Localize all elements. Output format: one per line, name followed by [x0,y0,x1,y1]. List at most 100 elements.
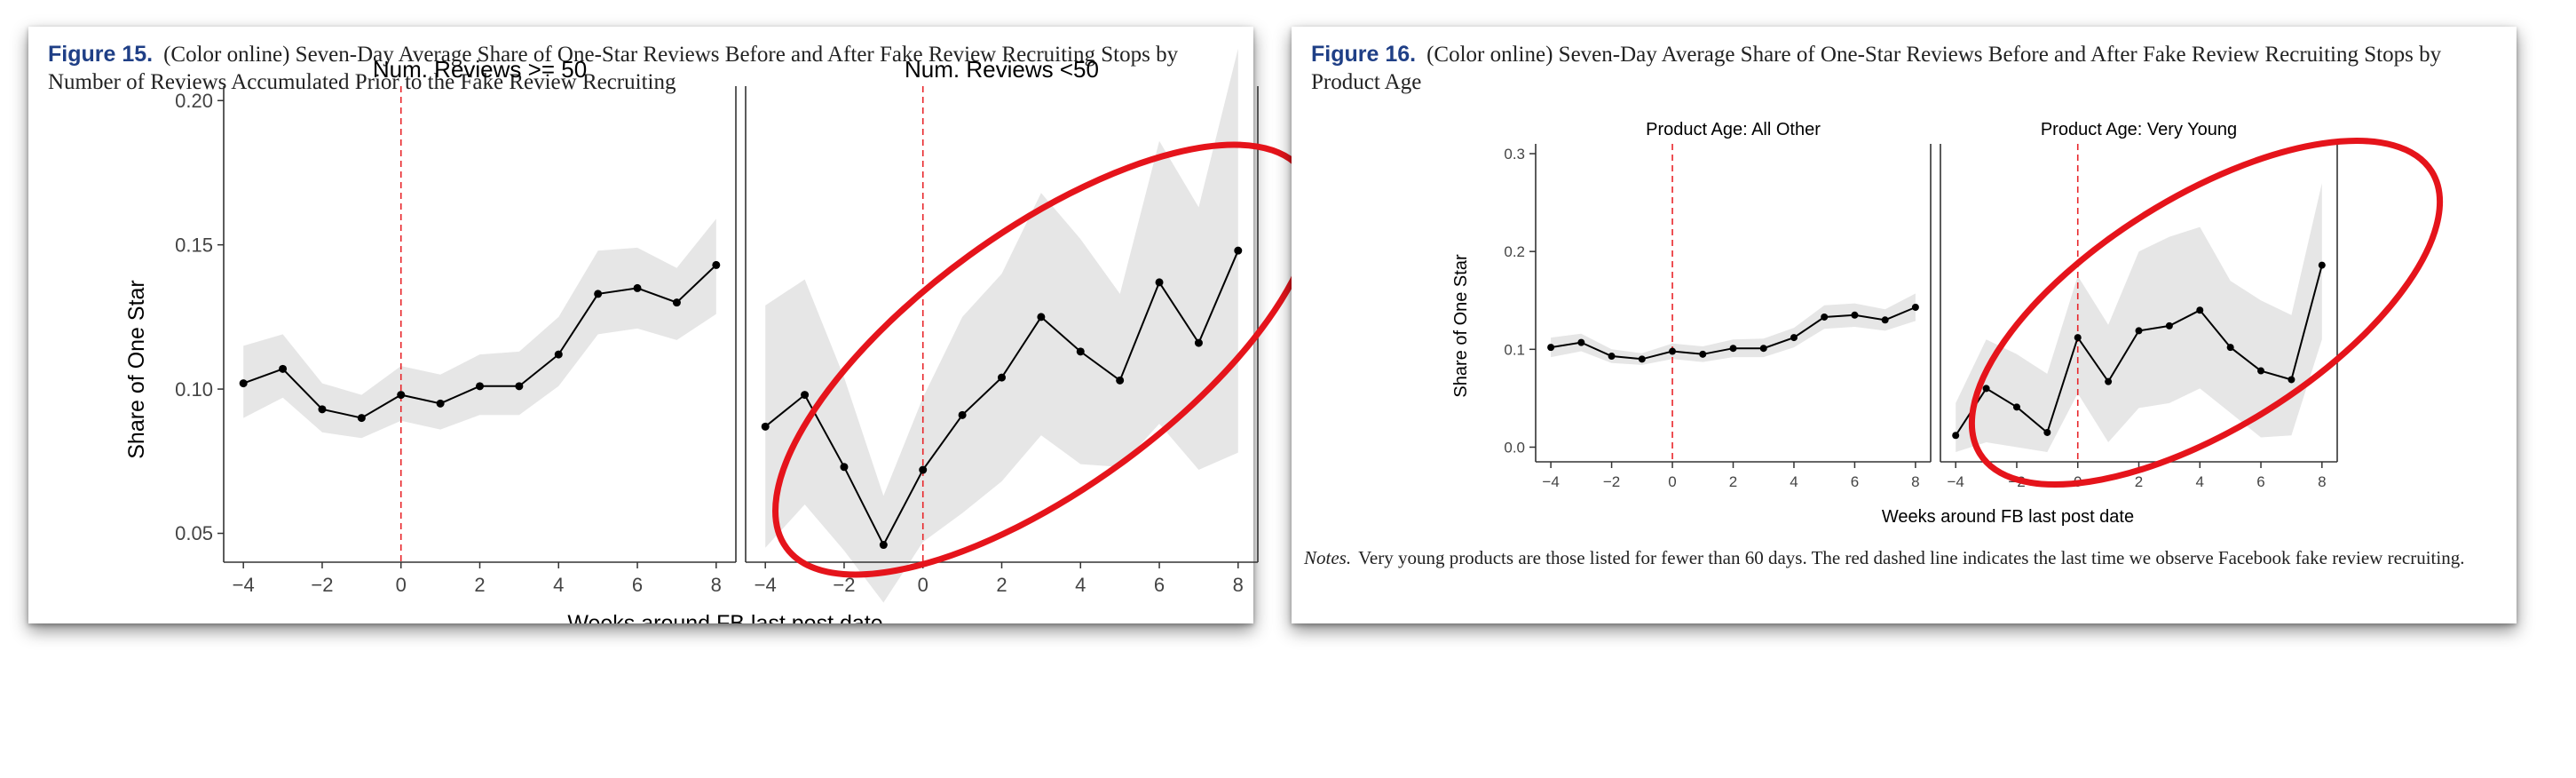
figure-15-caption-text: (Color online) Seven-Day Average Share o… [48,43,1179,94]
fig16-panel-1-data-point [1608,353,1616,361]
fig16-panel-2-data-point [2288,376,2295,384]
figure-16-chart: Product Age: All Other −4 −2 0 2 4 6 8 0.0 0.1 0.2… [1451,120,2444,527]
fig16-panel-1-data-point [1759,345,1767,353]
fig16-panel-1-data-point [1669,347,1677,355]
fig15-panel-2-data-point [761,422,770,431]
notes-text: Very young products are those listed for… [1358,547,2465,568]
fig15-panel-2-x-tick-label: 8 [1233,574,1244,596]
fig16-panel-2-data-point [1952,432,1960,440]
figure-15-label: Figure 15. [48,42,154,67]
fig15-panel-1-data-point [239,379,248,388]
fig16-panel-2-x-tick-label: 6 [2256,473,2264,490]
fig16-panel-1-x-tick-label: −2 [1603,473,1620,490]
fig16-panel-2-data-point [2105,377,2113,385]
left-x-axis-label: Weeks around FB last post date [567,611,882,636]
fig15-panel-2-data-point [1037,313,1046,322]
fig15-panel-1-title: Num. Reviews >= 50 [373,56,587,83]
fig15-panel-2-data-point [801,391,810,400]
fig15-panel-1-x-tick-label: 2 [474,574,485,596]
notes-label: Notes. [1304,547,1352,568]
fig16-panel-2-data-point [2165,322,2173,329]
fig15-panel-1-y-tick-label: 0.15 [175,234,213,256]
left-y-axis-label: Share of One Star [124,280,149,459]
fig16-panel-1-confidence-band [1551,293,1916,365]
fig16-panel-2-data-point [2226,344,2234,352]
fig15-panel-1-y-tick-label: 0.10 [175,378,213,401]
fig15-panel-2-data-point [1155,278,1164,287]
fig15-panel-1-x-tick-label: 8 [711,574,722,596]
fig15-panel-2-data-point [958,410,967,419]
fig16-panel-1-data-point [1577,338,1585,346]
fig15-panel-1-data-point [554,350,563,359]
fig15-panel-2-x-tick-label: 0 [918,574,928,596]
fig16-panel-1-x-tick-label: 8 [1911,473,1919,490]
fig16-panel-1-title: Product Age: All Other [1646,120,1821,139]
fig15-panel-2-data-point [998,373,1006,382]
figure-16-caption-text: (Color online) Seven-Day Average Share o… [1311,43,2442,94]
right-x-axis-label: Weeks around FB last post date [1882,507,2134,527]
fig16-panel-1-data-point [1790,334,1798,342]
fig16-panel-1-y-tick-label: 0.2 [1504,243,1525,260]
fig16-panel-2-x-tick-label: 4 [2196,473,2204,490]
fig16-panel-1-x-tick-label: 6 [1851,473,1859,490]
fig15-panel-2-title: Num. Reviews <50 [905,56,1099,83]
fig16-panel-1-data-point [1638,355,1646,363]
fig16-panel-2-title: Product Age: Very Young [2041,120,2237,139]
fig15-panel-1-data-point [515,382,524,391]
fig16-panel-1-y-tick-label: 0.0 [1504,439,1525,456]
fig15-panel-1-data-point [318,405,327,414]
fig16-panel-1-data-point [1881,316,1889,324]
fig15-panel-1-data-point [712,260,721,269]
fig16-panel-1-x-tick-label: 2 [1729,473,1737,490]
fig16-panel-2-x-tick-label: 8 [2318,473,2326,490]
fig15-panel-1-data-point [436,399,445,408]
fig15-panel-2-x-tick-label: −4 [755,574,777,596]
fig15-panel-1-data-point [476,382,484,391]
fig16-panel-2-data-point [2196,306,2204,314]
fig16-panel-2-x-tick-label: 2 [2135,473,2143,490]
fig15-panel-1-data-point [594,290,603,298]
fig15-panel-1-data-point [357,414,366,423]
fig15-panel-2-data-point [1076,347,1085,356]
figure-15-card: Figure 15. (Color online) Seven-Day Avera… [28,27,1317,623]
fig16-panel-1-y-tick-label: 0.3 [1504,146,1525,163]
fig16-panel-2-data-point [2135,327,2143,335]
fig16-panel-1-y-tick-label: 0.1 [1504,341,1525,358]
fig15-panel-1-x-tick-label: 0 [396,574,407,596]
figure-16-caption: Figure 16. (Color online) Seven-Day Avera… [1311,41,2497,96]
fig16-panel-1-data-point [1851,311,1859,319]
fig15-panel-1-data-point [279,364,288,373]
fig16-panel-1-x-tick-label: −4 [1542,473,1559,490]
fig16-panel-2-data-point [1982,385,1990,393]
fig16-panel-1-data-point [1821,313,1829,321]
fig15-panel-1-y-tick-label: 0.05 [175,522,213,544]
fig15-panel-1-x-tick-label: −2 [311,574,333,596]
fig15-panel-1-y-tick-label: 0.20 [175,90,213,112]
fig16-panel-2-data-point [2074,334,2082,342]
fig16-panel-2-data-point [2012,403,2020,411]
fig15-panel-1-x-tick-label: −4 [233,574,255,596]
fig16-panel-1-data-point [1699,350,1707,358]
fig15-panel-1-data-point [633,283,642,292]
fig15-panel-2-data-point [919,465,928,474]
fig16-panel-2-data-point [2043,428,2051,436]
fig15-panel-2-data-point [1234,246,1243,255]
fig15-panel-1-x-tick-label: 6 [632,574,643,596]
fig15-panel-2-confidence-band [765,48,1238,603]
fig16-panel-1-data-point [1547,344,1555,352]
fig15-panel-1-x-tick-label: 4 [553,574,564,596]
fig16-panel-1-data-point [1729,345,1737,353]
fig16-panel-2-data-point [2257,367,2265,375]
fig15-panel-1-data-point [397,391,406,400]
fig15-panel-2-x-tick-label: 2 [996,574,1007,596]
fig15-panel-1-confidence-band [243,218,716,439]
fig16-panel-2-highlight-ellipse [1968,138,2444,488]
fig16-panel-1-x-tick-label: 0 [1668,473,1676,490]
figure-15-chart: Num. Reviews >= 50 −4 −2 0 2 4 6 8 0.05 0.10 0.15 0… [124,48,1317,623]
fig16-panel-2-x-tick-label: −4 [1947,473,1964,490]
right-y-axis-label: Share of One Star [1451,254,1471,398]
figure-16-card: Figure 16. (Color online) Seven-Day Avera… [1292,27,2517,623]
fig15-panel-2-data-point [1116,376,1125,385]
fig16-panel-2-data-point [2318,261,2326,269]
fig16-panel-2-confidence-band [1956,183,2322,452]
